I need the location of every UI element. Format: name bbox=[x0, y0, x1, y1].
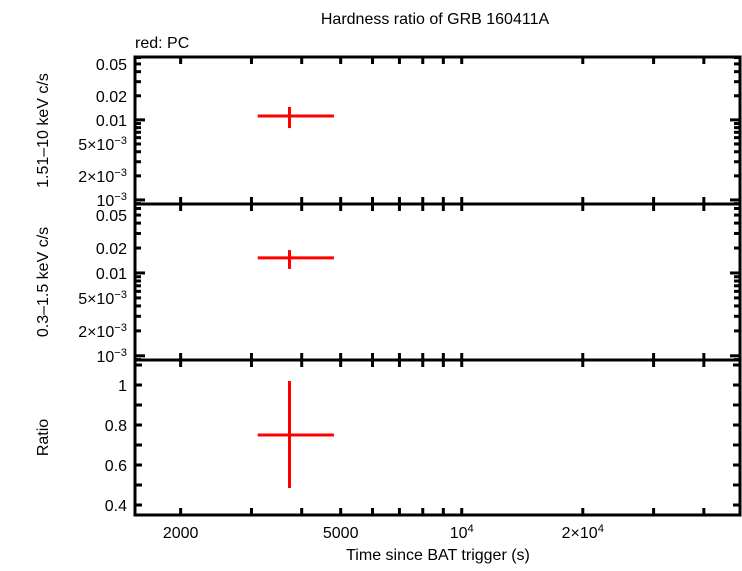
x-tick-label: 5000 bbox=[323, 525, 359, 542]
y-tick-label: 1 bbox=[118, 378, 127, 395]
y-tick-label-main: 0.6 bbox=[105, 458, 127, 475]
x-tick-label: 2×104 bbox=[562, 523, 604, 542]
y-tick-label: 0.4 bbox=[105, 498, 127, 515]
y-axis-label-1: 0.3–1.5 keV c/s bbox=[35, 227, 52, 337]
panel-frame-1 bbox=[133, 202, 742, 362]
y-tick-label-main: 0.8 bbox=[105, 418, 127, 435]
y-tick-label-main: 0.01 bbox=[96, 266, 127, 283]
y-tick-label-main: 0.01 bbox=[96, 113, 127, 130]
y-tick-label-sup: −3 bbox=[114, 191, 127, 203]
y-tick-label-main: 10 bbox=[96, 349, 114, 366]
y-tick-label-sup: −3 bbox=[114, 135, 127, 147]
y-tick-label-main: 0.05 bbox=[96, 57, 127, 74]
x-tick-label-main: 2×10 bbox=[562, 525, 598, 542]
y-tick-label-main: 0.02 bbox=[96, 241, 127, 258]
y-tick-label: 0.05 bbox=[96, 208, 127, 225]
x-tick-label-main: 5000 bbox=[323, 525, 359, 542]
y-tick-label: 2×10−3 bbox=[78, 167, 127, 186]
y-tick-label-main: 5×10 bbox=[78, 137, 114, 154]
panel-frame-2 bbox=[133, 358, 742, 517]
y-tick-label-sup: −3 bbox=[114, 347, 127, 359]
y-tick-label: 5×10−3 bbox=[78, 135, 127, 154]
y-tick-label-sup: −3 bbox=[114, 322, 127, 334]
y-tick-label: 5×10−3 bbox=[78, 289, 127, 308]
y-tick-label: 0.6 bbox=[105, 458, 127, 475]
x-tick-label-main: 10 bbox=[450, 525, 468, 542]
panel-frame-0 bbox=[133, 55, 742, 206]
x-tick-label-sup: 4 bbox=[468, 523, 474, 535]
x-axis-label: Time since BAT trigger (s) bbox=[346, 547, 530, 564]
y-tick-label: 0.8 bbox=[105, 418, 127, 435]
y-tick-label-main: 2×10 bbox=[78, 169, 114, 186]
x-tick-label: 2000 bbox=[163, 525, 199, 542]
x-tick-label: 104 bbox=[450, 523, 474, 542]
legend-text: red: PC bbox=[135, 35, 189, 52]
y-tick-label: 0.05 bbox=[96, 57, 127, 74]
x-tick-label-sup: 4 bbox=[598, 523, 604, 535]
y-tick-label: 0.02 bbox=[96, 89, 127, 106]
y-tick-label-main: 1 bbox=[118, 378, 127, 395]
chart-title: Hardness ratio of GRB 160411A bbox=[321, 11, 550, 28]
y-tick-label-main: 0.05 bbox=[96, 208, 127, 225]
y-tick-label-main: 0.02 bbox=[96, 89, 127, 106]
y-tick-label-sup: −3 bbox=[114, 289, 127, 301]
y-tick-label: 2×10−3 bbox=[78, 322, 127, 341]
y-tick-label: 0.01 bbox=[96, 266, 127, 283]
y-tick-label-sup: −3 bbox=[114, 167, 127, 179]
y-tick-label: 10−3 bbox=[96, 347, 127, 366]
y-axis-label-0: 1.51–10 keV c/s bbox=[35, 73, 52, 188]
y-tick-label: 10−3 bbox=[96, 191, 127, 210]
y-tick-label-main: 0.4 bbox=[105, 498, 127, 515]
y-tick-label: 0.02 bbox=[96, 241, 127, 258]
x-tick-label-main: 2000 bbox=[163, 525, 199, 542]
y-tick-label: 0.01 bbox=[96, 113, 127, 130]
y-tick-label-main: 10 bbox=[96, 193, 114, 210]
y-tick-label-main: 2×10 bbox=[78, 324, 114, 341]
y-axis-label-2: Ratio bbox=[35, 419, 52, 456]
y-tick-label-main: 5×10 bbox=[78, 291, 114, 308]
